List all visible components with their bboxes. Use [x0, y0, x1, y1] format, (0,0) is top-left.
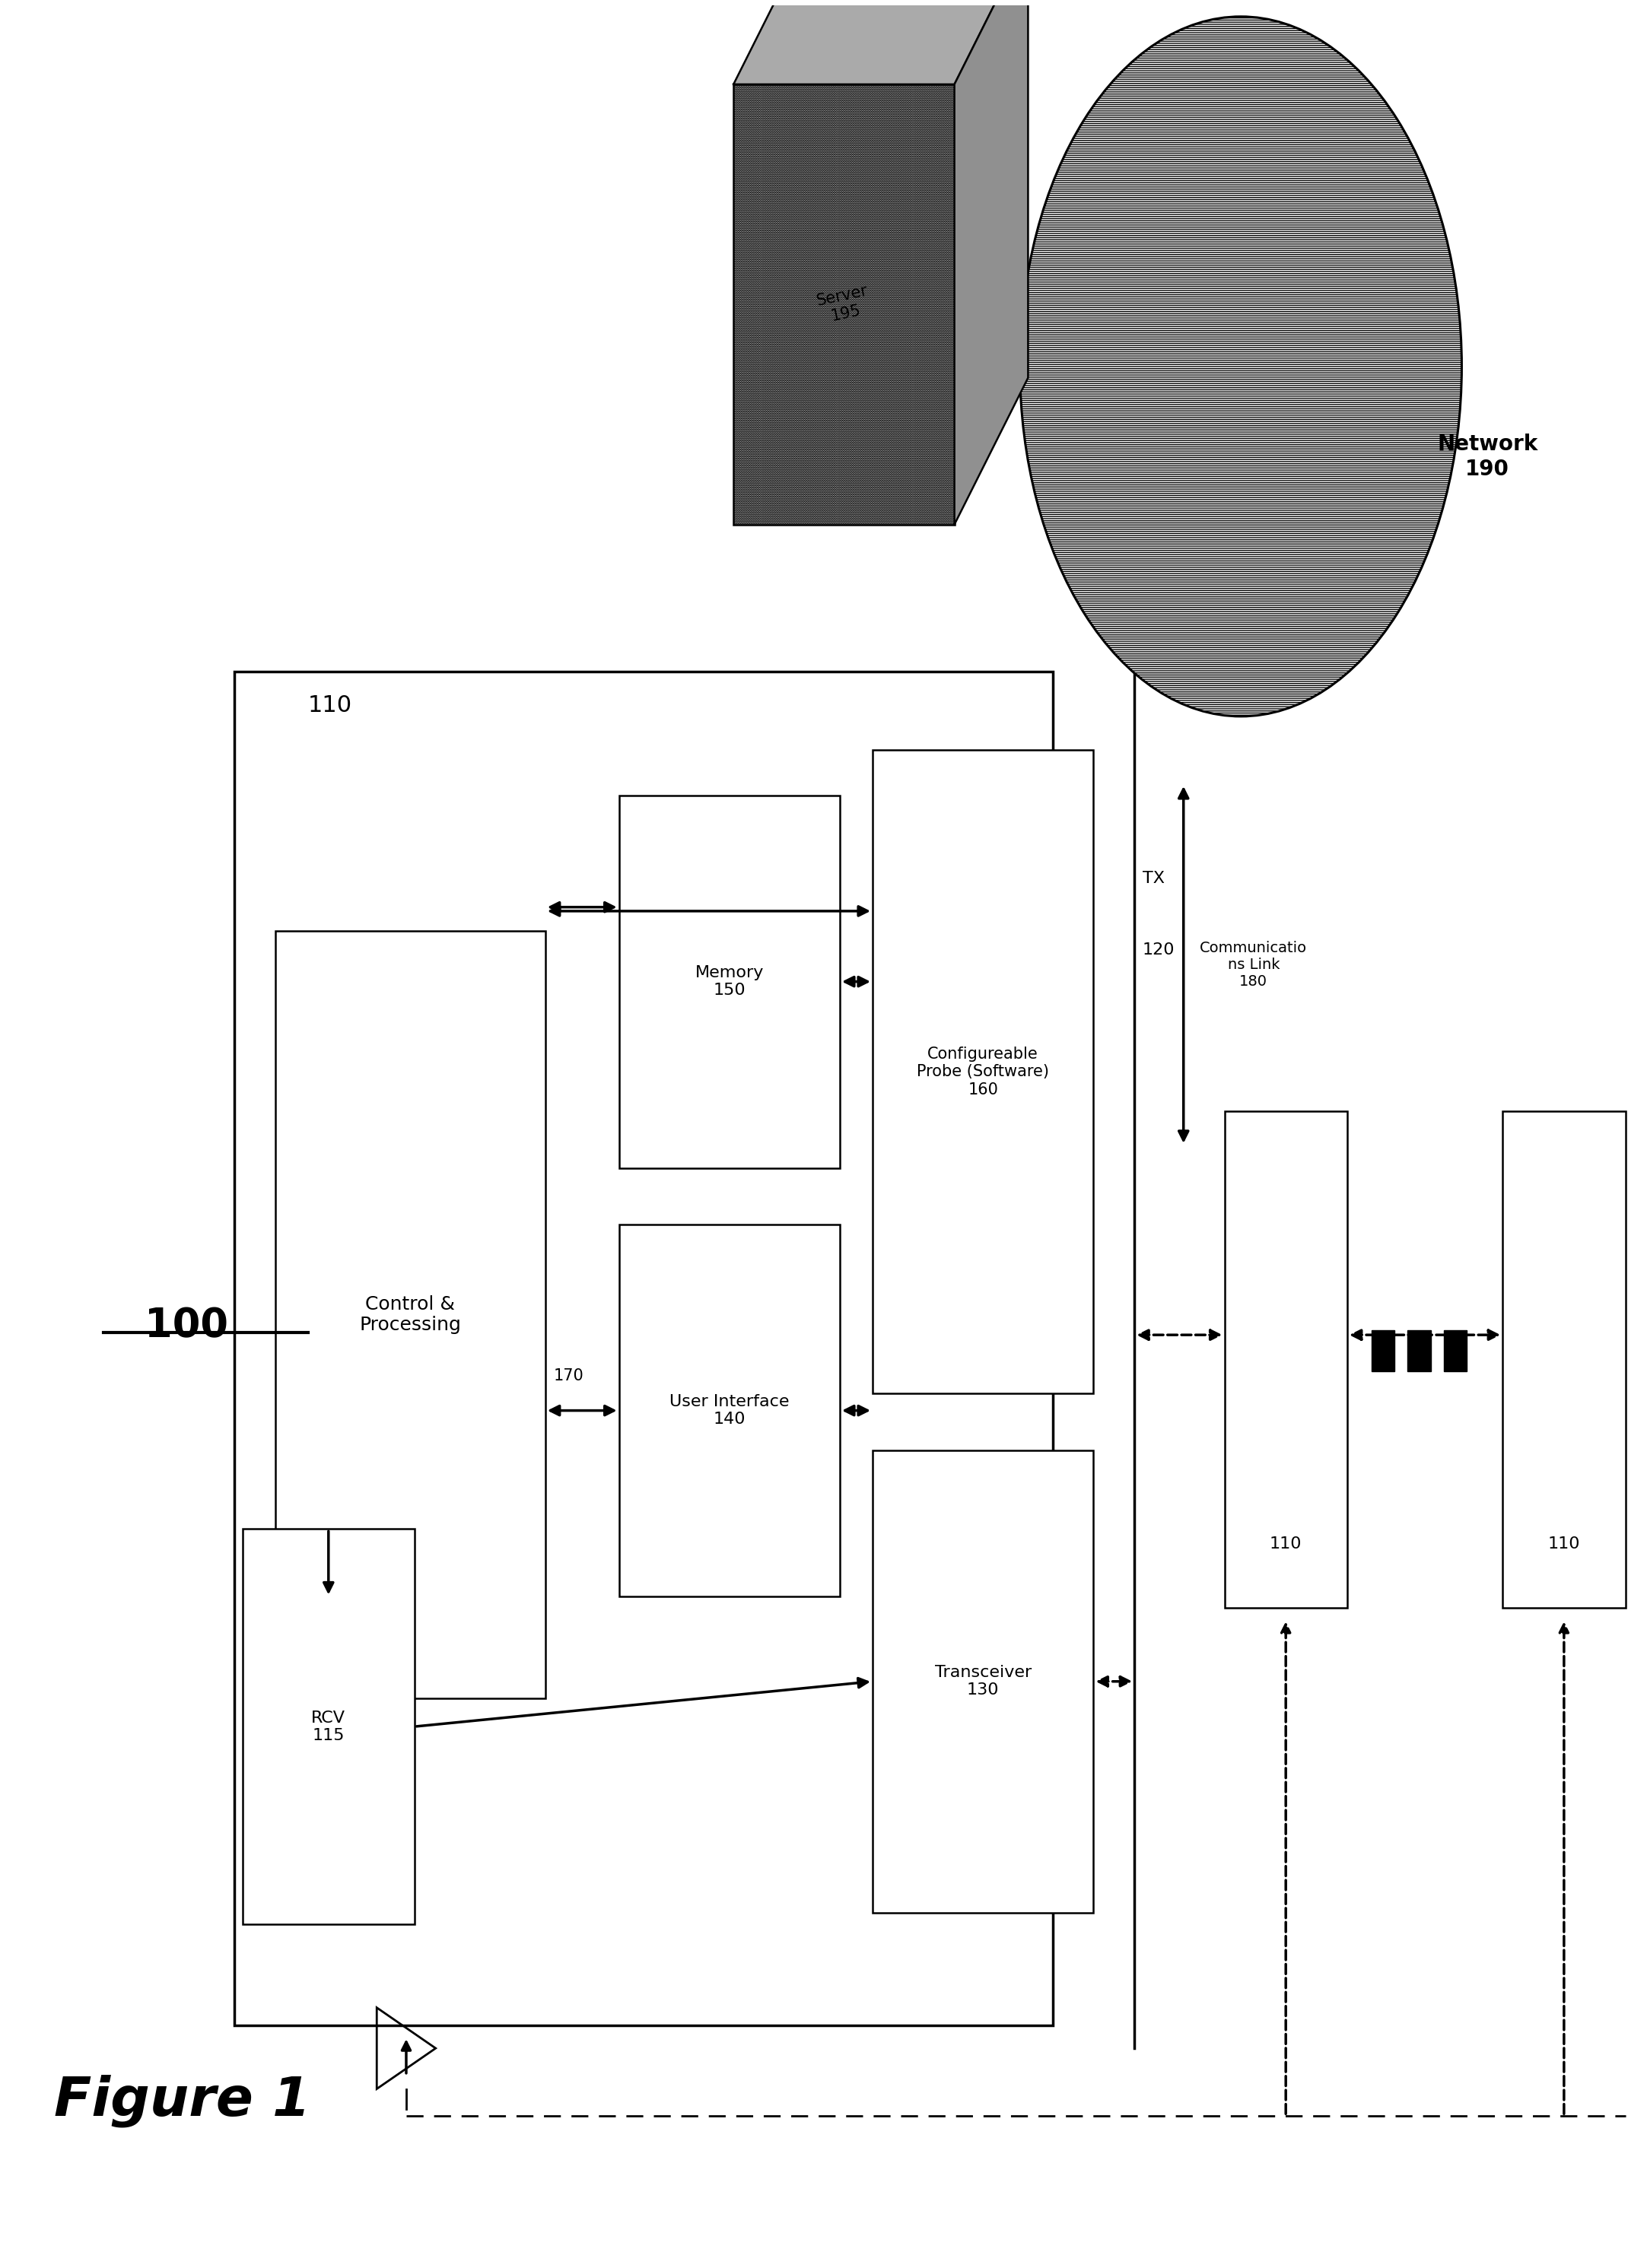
Bar — [1444, 1331, 1466, 1372]
Bar — [733, 84, 954, 524]
Text: RCV
115: RCV 115 — [311, 1710, 346, 1744]
Text: TX: TX — [1143, 871, 1164, 887]
Bar — [234, 671, 1052, 2025]
Ellipse shape — [1019, 16, 1461, 717]
Polygon shape — [733, 0, 1028, 84]
Bar — [619, 1225, 840, 1597]
Bar — [873, 1449, 1094, 1912]
Text: 170: 170 — [553, 1368, 583, 1383]
Text: Server
195: Server 195 — [815, 284, 873, 327]
Polygon shape — [954, 0, 1028, 524]
Text: 110: 110 — [1548, 1535, 1579, 1551]
Text: 100: 100 — [145, 1306, 227, 1345]
Text: Communicatio
ns Link
180: Communicatio ns Link 180 — [1201, 941, 1308, 989]
Text: 110: 110 — [1270, 1535, 1303, 1551]
Bar — [1408, 1331, 1431, 1372]
Bar — [1224, 1111, 1347, 1608]
Bar — [242, 1529, 415, 1923]
Text: Memory
150: Memory 150 — [695, 966, 764, 998]
Text: Transceiver
130: Transceiver 130 — [934, 1665, 1031, 1699]
Text: 110: 110 — [308, 694, 352, 717]
Bar — [275, 930, 545, 1699]
Text: Configureable
Probe (Software)
160: Configureable Probe (Software) 160 — [917, 1046, 1049, 1098]
Bar — [873, 751, 1094, 1393]
Text: 120: 120 — [1143, 941, 1174, 957]
Text: Figure 1: Figure 1 — [54, 2075, 311, 2127]
Bar — [619, 796, 840, 1168]
Text: Network
190: Network 190 — [1438, 433, 1538, 481]
Bar — [1502, 1111, 1626, 1608]
Text: Control &
Processing: Control & Processing — [359, 1295, 461, 1334]
Text: User Interface
140: User Interface 140 — [669, 1395, 789, 1427]
Bar — [1372, 1331, 1395, 1372]
